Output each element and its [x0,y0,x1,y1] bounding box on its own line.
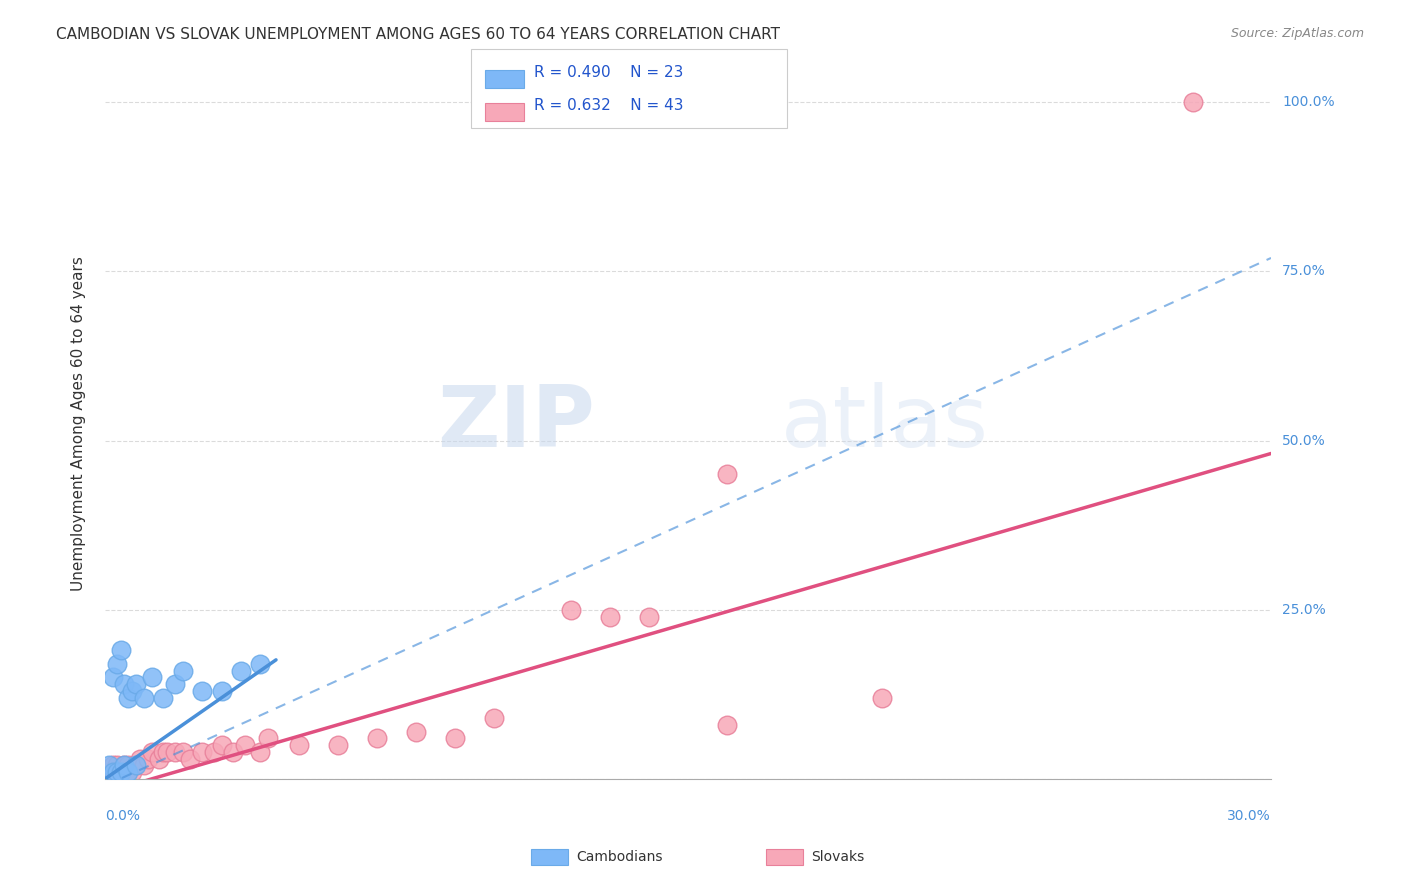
Text: Source: ZipAtlas.com: Source: ZipAtlas.com [1230,27,1364,40]
Point [202,745,225,759]
Point [132,690,155,705]
Point [222,745,245,759]
Text: 100.0%: 100.0% [1282,95,1334,110]
Point [233,738,256,752]
Point [125,758,148,772]
Point [152,745,174,759]
Point [163,677,186,691]
Point [117,765,139,780]
Point [101,765,124,780]
Point [443,731,465,746]
Point [249,657,271,671]
Point [105,765,128,780]
Point [560,603,582,617]
Point [112,765,135,780]
Point [191,684,214,698]
Point [101,670,124,684]
Point [148,751,170,765]
Point [117,690,139,705]
Point [132,758,155,772]
Text: R = 0.490    N = 23: R = 0.490 N = 23 [534,65,683,80]
Y-axis label: Unemployment Among Ages 60 to 64 years: Unemployment Among Ages 60 to 64 years [72,256,86,591]
Point [101,758,124,772]
Point [172,745,194,759]
Text: 25.0%: 25.0% [1282,603,1326,616]
Text: 30.0%: 30.0% [1227,809,1271,823]
Point [121,765,143,780]
Point [110,765,132,780]
Point [97,758,120,772]
Text: CAMBODIAN VS SLOVAK UNEMPLOYMENT AMONG AGES 60 TO 64 YEARS CORRELATION CHART: CAMBODIAN VS SLOVAK UNEMPLOYMENT AMONG A… [56,27,780,42]
Point [366,731,388,746]
Point [163,745,186,759]
Point [179,751,201,765]
Text: 50.0%: 50.0% [1282,434,1326,448]
Point [110,765,132,780]
Point [872,690,894,705]
Point [328,738,350,752]
Point [129,751,152,765]
Point [156,745,179,759]
Point [117,758,139,772]
Point [257,731,280,746]
Point [211,684,233,698]
Point [125,677,148,691]
Text: Cambodians: Cambodians [576,850,664,864]
Point [249,745,271,759]
Point [101,765,124,780]
Point [716,467,738,482]
Point [105,765,128,780]
Text: 0.0%: 0.0% [105,809,141,823]
Point [716,718,738,732]
Point [191,745,214,759]
Point [110,643,132,657]
Text: 75.0%: 75.0% [1282,265,1326,278]
Point [141,670,163,684]
Point [112,677,135,691]
Text: atlas: atlas [782,383,990,466]
Point [405,724,427,739]
Text: Slovaks: Slovaks [811,850,865,864]
Point [482,711,505,725]
Text: R = 0.632    N = 43: R = 0.632 N = 43 [534,98,683,113]
Point [125,758,148,772]
Point [1182,95,1205,110]
Point [229,664,252,678]
Point [105,758,128,772]
Point [112,758,135,772]
Point [152,690,174,705]
Point [97,765,120,780]
Point [121,684,143,698]
Point [105,657,128,671]
Point [638,609,661,624]
Point [599,609,621,624]
Point [117,765,139,780]
Point [136,751,159,765]
Point [211,738,233,752]
Text: ZIP: ZIP [437,383,595,466]
Point [288,738,311,752]
Point [172,664,194,678]
Point [112,758,135,772]
Point [141,745,163,759]
Point [110,765,132,780]
